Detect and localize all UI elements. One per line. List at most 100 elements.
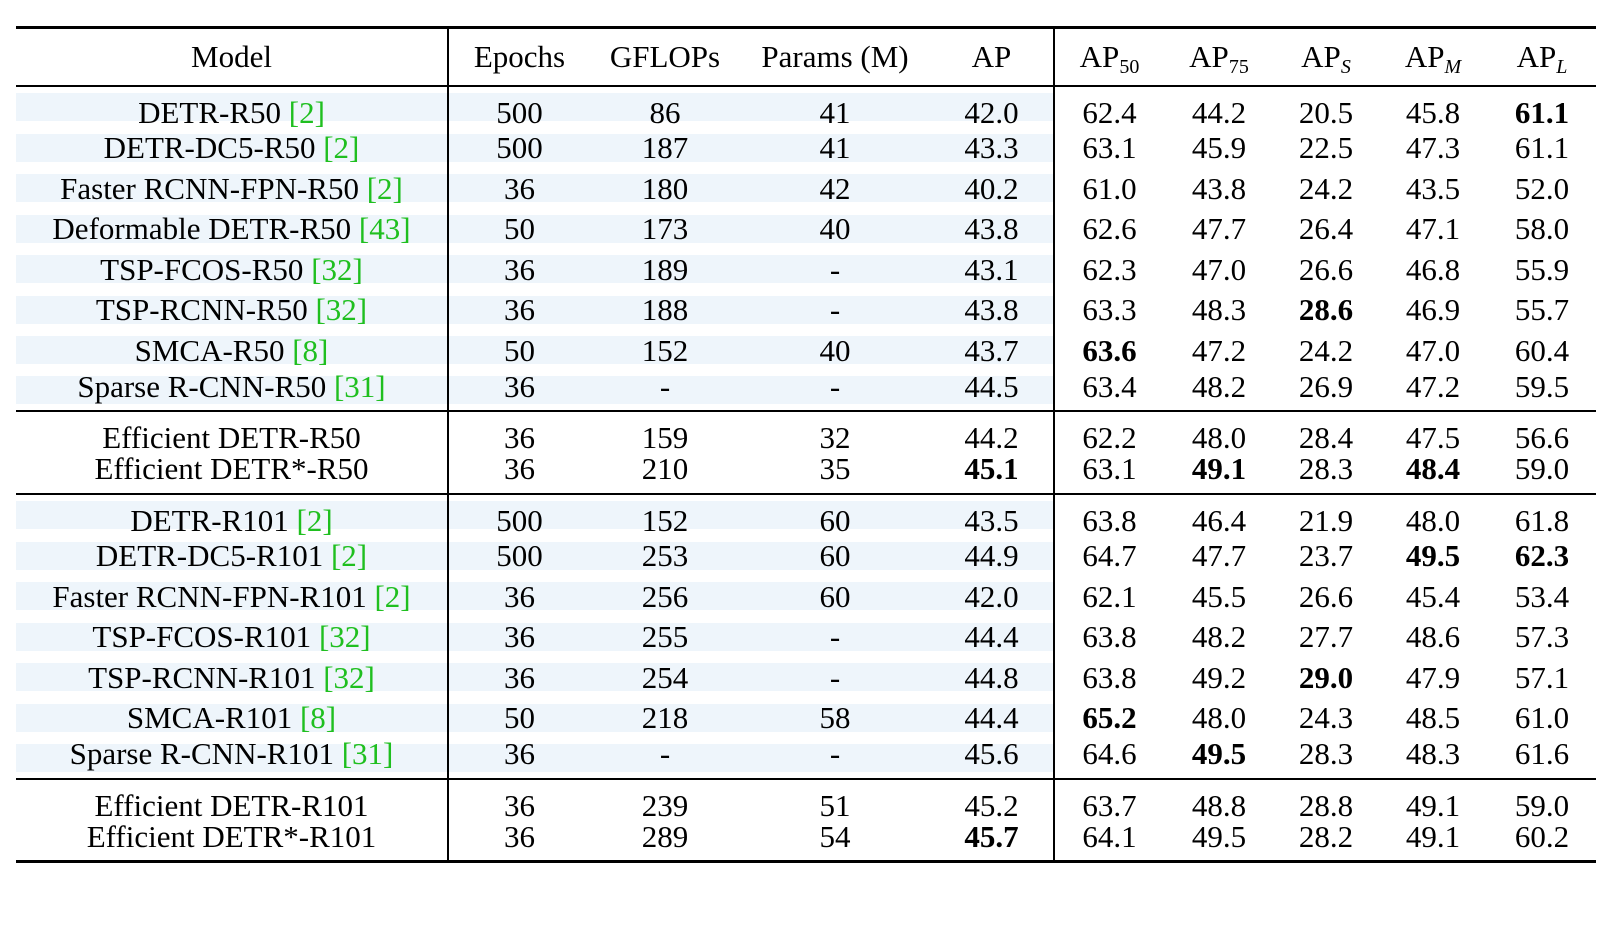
cell-ap50: 63.7 xyxy=(1082,787,1137,823)
citation-link[interactable]: [2] xyxy=(330,538,368,574)
cell-ap75: 49.5 xyxy=(1191,736,1247,772)
citation-link[interactable]: [2] xyxy=(323,130,360,166)
cell-aps: 28.3 xyxy=(1298,736,1354,772)
citation-link[interactable]: [2] xyxy=(374,578,411,614)
cell-apl: 61.1 xyxy=(1514,94,1570,130)
model-cell: Deformable DETR-R50 [43] xyxy=(16,208,449,249)
cell-gflops: 255 xyxy=(590,616,740,657)
cell-apl: 53.4 xyxy=(1514,578,1570,614)
cell-params: - xyxy=(740,738,930,779)
cell-apl: 60.2 xyxy=(1514,818,1570,854)
cell-apl: 56.6 xyxy=(1514,420,1570,455)
cell-gflops: 159 xyxy=(641,420,689,455)
model-cell: Efficient DETR-R50 xyxy=(16,411,449,453)
citation-link[interactable]: [31] xyxy=(333,368,386,404)
citation-link[interactable]: [2] xyxy=(366,170,403,206)
table-row: Efficient DETR*-R101 36 289 54 45.7 64.1 49.5 2… xyxy=(16,818,1596,861)
cell-ap75: 48.0 xyxy=(1191,420,1247,455)
table-group: DETR-R101 [2] 500 152 60 43.5 63.8 46.4 21.9 48.… xyxy=(16,493,1596,779)
cell-ap75: 45.9 xyxy=(1191,130,1247,166)
citation-link[interactable]: [32] xyxy=(315,292,368,328)
cell-aps: 21.9 xyxy=(1298,502,1354,538)
model-name: Efficient DETR*-R50 xyxy=(94,451,369,487)
cell-ap: 43.8 xyxy=(930,289,1055,330)
cell-ap50: 64.7 xyxy=(1082,538,1137,574)
citation-link[interactable]: [2] xyxy=(288,94,325,130)
cell-ap: 45.2 xyxy=(930,778,1055,821)
cell-apl: 61.1 xyxy=(1514,130,1570,166)
cell-gflops: - xyxy=(590,738,740,779)
citation-link[interactable]: [31] xyxy=(341,736,394,772)
cell-params: 35 xyxy=(819,451,851,487)
model-name: Efficient DETR-R101 xyxy=(94,787,369,823)
cell-gflops: 180 xyxy=(590,168,740,209)
cell-aps: 29.0 xyxy=(1298,659,1354,695)
cell-ap50: 63.3 xyxy=(1082,292,1137,328)
cell-ap50: 62.6 xyxy=(1082,211,1137,247)
cell-apl: 59.0 xyxy=(1514,787,1570,823)
cell-apm: 47.1 xyxy=(1405,211,1461,247)
cell-ap: 45.7 xyxy=(930,820,1055,861)
cell-ap75: 49.1 xyxy=(1191,451,1247,487)
cell-apl: 55.7 xyxy=(1514,292,1570,328)
cell-aps: 28.8 xyxy=(1298,787,1354,823)
cell-ap: 44.2 xyxy=(930,411,1055,453)
cell-epochs: 500 xyxy=(448,85,590,128)
cell-gflops: 152 xyxy=(590,330,740,371)
citation-link[interactable]: [32] xyxy=(311,251,363,287)
cell-gflops: - xyxy=(590,370,740,411)
citation-link[interactable]: [8] xyxy=(292,332,329,368)
cell-epochs: 500 xyxy=(448,535,590,576)
model-name: TSP-RCNN-R101 xyxy=(88,659,324,695)
model-cell: TSP-FCOS-R101 [32] xyxy=(16,616,449,657)
model-cell: SMCA-R50 [8] xyxy=(16,330,449,371)
cell-gflops: 218 xyxy=(590,697,740,738)
cell-ap75: 49.2 xyxy=(1191,659,1247,695)
model-cell: Faster RCNN-FPN-R50 [2] xyxy=(16,168,449,209)
citation-link[interactable]: [43] xyxy=(358,211,411,247)
cell-apl: 59.0 xyxy=(1514,451,1570,487)
cell-aps: 28.4 xyxy=(1298,420,1354,455)
cell-ap75: 48.3 xyxy=(1191,292,1247,328)
cell-apl: 60.4 xyxy=(1514,332,1570,368)
cell-ap: 43.8 xyxy=(930,208,1055,249)
cell-apm: 48.4 xyxy=(1405,451,1461,487)
model-name: TSP-RCNN-R50 xyxy=(95,292,316,328)
cell-gflops: 254 xyxy=(590,657,740,698)
cell-ap75: 45.5 xyxy=(1191,578,1247,614)
table-row: Efficient DETR-R50 36 159 32 44.2 62.2 48.0 28.… xyxy=(16,411,1596,453)
cell-apm: 47.2 xyxy=(1405,368,1461,404)
cell-ap75: 48.2 xyxy=(1191,619,1247,655)
cell-apl: 52.0 xyxy=(1514,170,1570,206)
cell-apm: 49.1 xyxy=(1405,787,1461,823)
model-name: DETR-R101 xyxy=(130,502,297,538)
cell-apl: 57.3 xyxy=(1514,619,1570,655)
cell-params: 42 xyxy=(740,168,930,209)
cell-apl: 61.6 xyxy=(1514,736,1570,772)
cell-ap50: 63.1 xyxy=(1082,130,1137,166)
table-row: Faster RCNN-FPN-R50 [2] 36 180 42 40.2 61.0 43… xyxy=(16,168,1596,209)
cell-apm: 47.0 xyxy=(1405,332,1461,368)
cell-epochs: 36 xyxy=(448,657,590,698)
cell-aps: 24.3 xyxy=(1298,700,1354,736)
citation-link[interactable]: [2] xyxy=(296,502,333,538)
cell-ap: 43.1 xyxy=(930,249,1055,290)
cell-params: 60 xyxy=(740,576,930,617)
model-name: Sparse R-CNN-R101 xyxy=(69,736,342,772)
cell-ap: 44.4 xyxy=(930,697,1055,738)
model-cell: DETR-R50 [2] xyxy=(16,85,449,130)
cell-apl: 61.8 xyxy=(1514,502,1570,538)
cell-epochs: 50 xyxy=(448,697,590,738)
cell-apl: 55.9 xyxy=(1514,251,1570,287)
citation-link[interactable]: [32] xyxy=(323,659,375,695)
table-row: Sparse R-CNN-R101 [31] 36- -45.6 64.6 49.5 28… xyxy=(16,738,1596,779)
cell-epochs: 36 xyxy=(448,370,590,411)
cell-gflops: 239 xyxy=(641,787,689,823)
cell-epochs: 36 xyxy=(448,576,590,617)
cell-aps: 26.6 xyxy=(1298,251,1354,287)
citation-link[interactable]: [32] xyxy=(318,619,371,655)
citation-link[interactable]: [8] xyxy=(299,700,337,736)
header-params: Params (M) xyxy=(761,39,909,75)
cell-ap50: 64.1 xyxy=(1082,818,1137,854)
cell-gflops: 86 xyxy=(590,85,740,128)
